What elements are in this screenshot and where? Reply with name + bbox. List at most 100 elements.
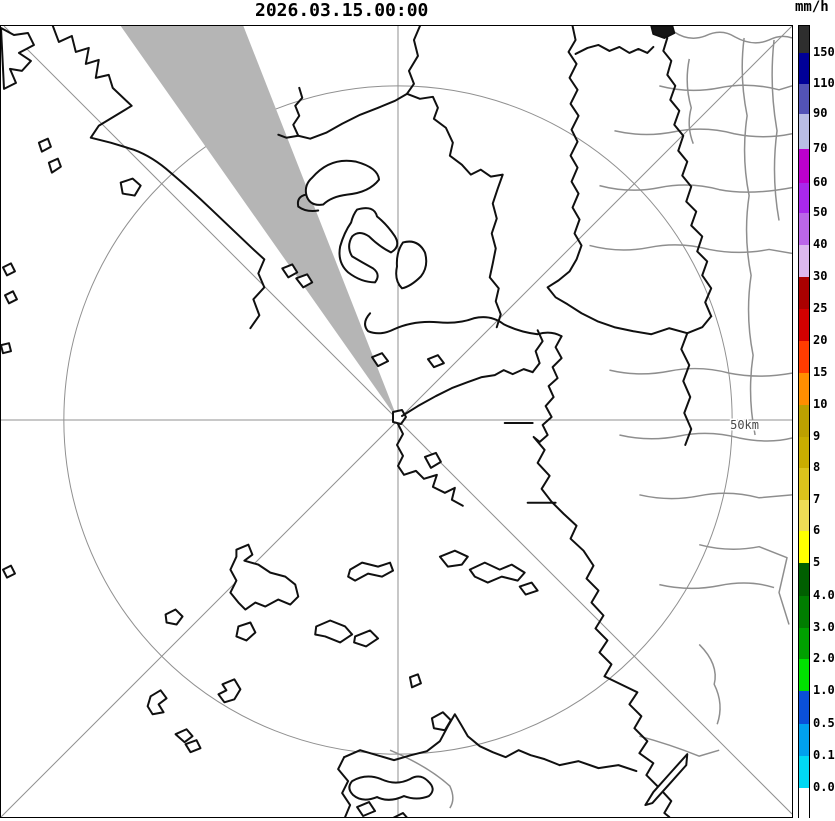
legend-tick-label: 4.0 [813, 588, 835, 602]
legend-segment [799, 245, 809, 277]
legend-tick-label: 7 [813, 492, 821, 506]
legend-tick-label: 25 [813, 301, 828, 315]
legend-segment [799, 788, 809, 819]
island-path [348, 775, 434, 801]
island-path [395, 240, 428, 290]
island-path [426, 354, 445, 369]
legend-tick-label: 20 [813, 333, 828, 347]
legend-ticks: 150 110 90 70 60 50 40 30 25 20 15 10 9 8 7 6 5 4.0 3.0 2.0… [813, 25, 835, 818]
legend-tick-label: 0.5 [813, 716, 835, 730]
coastline-path [296, 193, 320, 213]
boundary-path [589, 244, 793, 255]
boundary-path [686, 58, 694, 144]
island-path [0, 342, 12, 355]
island-path [295, 273, 314, 289]
island-path [119, 177, 142, 197]
coastline-path [405, 92, 504, 329]
island-path [37, 137, 52, 153]
legend-segment [799, 628, 809, 659]
island-path [338, 207, 399, 284]
range-ring-label: 50km [730, 418, 759, 432]
coastline-path [550, 500, 673, 818]
boundary-black-path [680, 332, 693, 446]
boundary-path [389, 749, 454, 809]
legend-segment [799, 114, 809, 149]
legend-tick-label: 0.1 [813, 748, 835, 762]
island-path [644, 753, 689, 807]
coastline-path [531, 329, 544, 374]
island-path [229, 543, 300, 611]
island-path [235, 621, 257, 642]
legend-units-label: mm/h [795, 0, 829, 15]
coastlines [0, 25, 713, 821]
coastline-path [51, 25, 266, 330]
boundary-path [659, 84, 793, 92]
island-path [174, 728, 194, 744]
legend-segment [799, 277, 809, 309]
island-path [390, 812, 411, 821]
boundary-path [599, 184, 793, 193]
boundary-path [639, 492, 793, 500]
island-path [518, 581, 539, 596]
boundary-path [673, 31, 793, 44]
timestamp-title: 2026.03.15.00:00 [255, 0, 429, 21]
legend-segment [799, 659, 809, 691]
boundary-path [699, 543, 790, 625]
legend-segment [799, 84, 809, 114]
island-path [217, 678, 242, 704]
boundary-path [609, 367, 793, 377]
coastline-path [364, 312, 563, 338]
legend-tick-label: 0.0 [813, 780, 835, 794]
legend-segment [799, 149, 809, 183]
legend-tick-label: 70 [813, 141, 828, 155]
legend-tick-label: 90 [813, 106, 828, 120]
beam-block-sector [120, 26, 398, 421]
legend-segment [799, 53, 809, 84]
coastline-path [400, 368, 534, 418]
legend-segment [799, 500, 809, 531]
island-path [438, 549, 469, 568]
island-path [1, 564, 16, 579]
legend-tick-label: 3.0 [813, 620, 835, 634]
legend-segment [799, 596, 809, 628]
boundary-path [698, 643, 721, 725]
island-path [164, 608, 184, 626]
legend-tick-label: 9 [813, 429, 821, 443]
boundary-path [659, 582, 775, 590]
boundary-black-path [659, 27, 713, 318]
island-path [468, 561, 526, 584]
coastline-path [546, 25, 713, 336]
island-path [356, 801, 377, 818]
legend-tick-label: 2.0 [813, 651, 835, 665]
island-path [184, 739, 202, 754]
legend-tick-label: 50 [813, 205, 828, 219]
legend-segment [799, 468, 809, 500]
boundary-path [639, 735, 720, 757]
island-path [304, 159, 381, 206]
legend-segment [799, 213, 809, 245]
legend-segment [799, 563, 809, 596]
island-path [430, 711, 452, 732]
legend-tick-label: 10 [813, 397, 828, 411]
radar-site-mark [392, 409, 407, 425]
legend-segment [799, 309, 809, 341]
island-path [353, 629, 380, 648]
legend-tick-label: 15 [813, 365, 828, 379]
boundary-path [741, 37, 756, 436]
legend-tick-label: 40 [813, 237, 828, 251]
coastline-path [558, 760, 638, 773]
legend-segment [799, 724, 809, 756]
municipal-boundaries [389, 31, 793, 809]
legend-tick-label: 5 [813, 555, 821, 569]
radar-map: 50km [0, 25, 793, 821]
legend-tick-label: 1.0 [813, 683, 835, 697]
legend-segment [799, 405, 809, 437]
boundary-path [771, 39, 780, 221]
island-path [146, 689, 168, 716]
legend-segment [799, 756, 809, 788]
legend-tick-label: 60 [813, 175, 828, 189]
legend-segment [799, 531, 809, 563]
island-path [47, 157, 62, 174]
island-path [1, 262, 16, 277]
